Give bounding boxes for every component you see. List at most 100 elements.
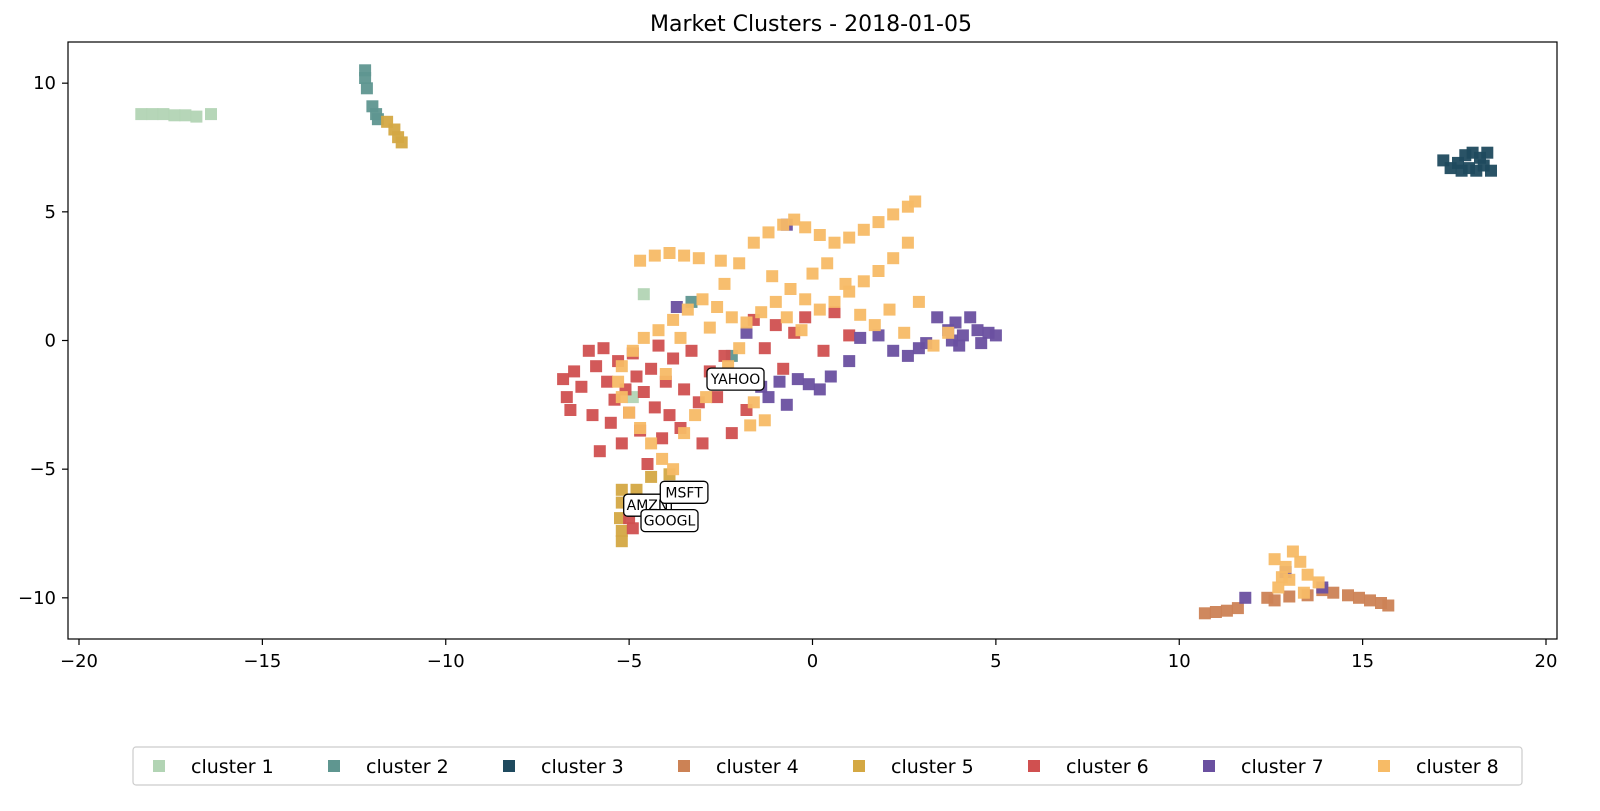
annotation-box xyxy=(706,367,765,391)
data-point xyxy=(854,331,867,344)
data-point xyxy=(901,236,914,249)
data-point xyxy=(568,365,581,378)
data-point xyxy=(711,391,724,404)
data-point xyxy=(615,360,628,373)
data-point xyxy=(1279,560,1292,573)
legend-swatch xyxy=(503,760,515,772)
data-point xyxy=(692,252,705,265)
data-point xyxy=(1268,594,1281,607)
data-point xyxy=(689,409,702,422)
data-point xyxy=(663,247,676,259)
data-point xyxy=(1382,599,1395,612)
data-point xyxy=(637,331,650,344)
data-point xyxy=(652,339,665,352)
data-point xyxy=(593,445,606,458)
data-point xyxy=(813,303,826,316)
data-point xyxy=(714,254,727,267)
data-point xyxy=(667,313,680,326)
data-point xyxy=(564,404,577,416)
data-point xyxy=(762,226,775,239)
data-point xyxy=(747,396,760,409)
legend-label: cluster 4 xyxy=(716,756,799,778)
data-point xyxy=(799,293,812,306)
annotation-msft: MSFT xyxy=(659,480,709,504)
data-point xyxy=(359,72,372,84)
legend-swatch xyxy=(328,760,340,772)
data-point xyxy=(857,275,870,288)
data-point xyxy=(813,383,826,396)
x-tick-label: −20 xyxy=(60,651,98,672)
data-point xyxy=(1231,602,1244,615)
data-point xyxy=(762,391,775,404)
data-point xyxy=(678,427,691,440)
data-point xyxy=(1364,594,1376,607)
x-tick-label: 20 xyxy=(1535,651,1558,672)
data-point xyxy=(758,342,771,355)
data-point xyxy=(663,409,676,422)
y-tick-label: 0 xyxy=(45,331,56,352)
data-point xyxy=(791,373,804,386)
data-point xyxy=(901,349,914,362)
data-point xyxy=(788,213,801,226)
legend-swatch xyxy=(853,760,865,772)
data-point xyxy=(784,283,797,295)
data-point xyxy=(1301,568,1314,581)
data-point xyxy=(700,391,713,404)
data-point xyxy=(157,108,170,121)
data-point xyxy=(614,512,626,525)
data-point xyxy=(883,303,896,316)
x-tick-label: 0 xyxy=(807,651,818,672)
legend-swatch xyxy=(153,760,165,772)
annotation-googl: GOOGL xyxy=(640,508,699,533)
data-point xyxy=(674,331,687,344)
data-point xyxy=(949,316,962,329)
data-point xyxy=(659,368,672,380)
data-point xyxy=(1297,586,1310,599)
data-point xyxy=(740,316,753,329)
data-point xyxy=(615,524,628,537)
legend-item-cluster-2: cluster 2 xyxy=(328,756,449,778)
data-point xyxy=(1342,589,1354,602)
annotation-label: MSFT xyxy=(665,485,703,501)
data-point xyxy=(1268,553,1281,566)
legend-swatch xyxy=(678,760,690,772)
data-point xyxy=(615,535,628,548)
legend: cluster 1 cluster 2 cluster 3 cluster 4 clus… xyxy=(132,746,1523,786)
data-point xyxy=(179,109,192,122)
data-point xyxy=(780,311,793,324)
data-point xyxy=(956,329,969,342)
data-point xyxy=(799,311,812,324)
data-point xyxy=(1272,581,1285,594)
data-point xyxy=(777,362,790,375)
legend-item-cluster-3: cluster 3 xyxy=(503,756,624,778)
series-2 xyxy=(359,64,738,362)
data-point xyxy=(843,231,856,244)
legend-swatch xyxy=(1378,760,1390,772)
data-point xyxy=(806,267,819,280)
legend-label: cluster 7 xyxy=(1241,756,1324,778)
data-point xyxy=(843,329,856,342)
data-point xyxy=(395,136,408,149)
data-point xyxy=(912,295,925,308)
data-point xyxy=(1294,555,1307,568)
data-point xyxy=(190,110,203,123)
x-tick-label: 5 xyxy=(990,651,1001,672)
data-point xyxy=(989,329,1002,342)
data-point xyxy=(828,295,841,308)
data-point xyxy=(634,254,647,267)
data-point xyxy=(560,391,573,404)
data-point xyxy=(615,437,628,450)
data-point xyxy=(872,265,885,277)
data-point xyxy=(725,427,738,440)
data-point xyxy=(582,344,595,357)
data-point xyxy=(758,414,771,427)
legend-item-cluster-7: cluster 7 xyxy=(1203,756,1324,778)
data-point xyxy=(135,108,148,121)
data-point xyxy=(656,452,669,465)
data-point xyxy=(898,326,911,339)
data-point xyxy=(733,257,746,270)
data-point xyxy=(648,249,661,262)
data-point xyxy=(931,311,944,324)
data-point xyxy=(1275,571,1288,584)
data-point xyxy=(637,288,650,301)
